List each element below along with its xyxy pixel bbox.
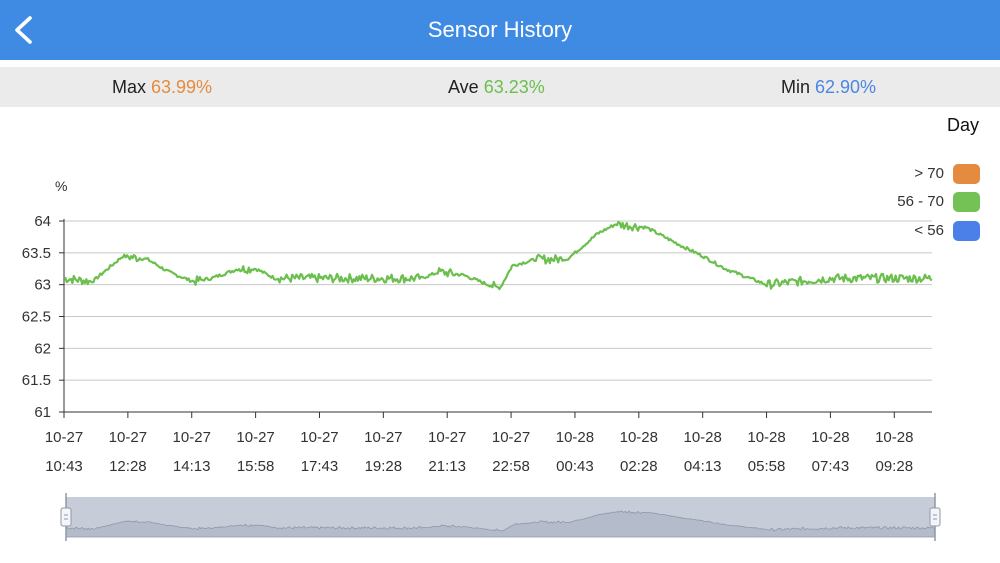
min-stat: Min 62.90%	[781, 67, 876, 107]
y-tick-label: 61.5	[22, 372, 51, 389]
legend-swatch-high	[953, 164, 980, 184]
x-tick-date: 10-27	[45, 429, 83, 446]
y-tick-label: 61	[34, 404, 51, 421]
x-tick-date: 10-28	[556, 429, 594, 446]
range-navigator[interactable]	[60, 493, 941, 541]
max-value: 63.99%	[151, 77, 213, 97]
header-bar: Sensor History	[0, 0, 1000, 60]
back-button[interactable]	[6, 8, 46, 52]
drag-handle-icon	[60, 507, 72, 527]
max-stat: Max 63.99%	[112, 67, 212, 107]
average-value: 63.23%	[483, 77, 545, 97]
chevron-left-icon	[15, 16, 32, 44]
x-tick-time: 12:28	[109, 458, 147, 475]
x-tick-time: 22:58	[492, 458, 530, 475]
x-tick-date: 10-27	[173, 429, 211, 446]
legend-label-high: > 70	[914, 165, 944, 182]
x-tick-date: 10-28	[683, 429, 721, 446]
x-tick-time: 21:13	[428, 458, 466, 475]
x-tick-time: 19:28	[365, 458, 403, 475]
x-tick-date: 10-27	[428, 429, 466, 446]
stats-bar: Max 63.99% Ave 63.23% Min 62.90%	[0, 67, 1000, 107]
time-range-selector[interactable]: Day	[946, 115, 979, 135]
x-tick-time: 14:13	[173, 458, 211, 475]
x-tick-date: 10-28	[811, 429, 849, 446]
navigator-series	[65, 510, 936, 538]
series-line	[63, 220, 933, 291]
x-tick-time: 00:43	[556, 458, 594, 475]
x-tick-date: 10-27	[300, 429, 338, 446]
chart-axes: 64 63.5 63 62.5 62 61.5 61 10-27 10:43 10-27 12:28…	[22, 213, 932, 475]
chart-grid	[64, 220, 932, 413]
navigator-left-handle[interactable]	[60, 507, 72, 527]
x-tick-date: 10-27	[364, 429, 402, 446]
legend-swatch-low	[953, 221, 980, 241]
y-tick-label: 62.5	[22, 309, 51, 326]
y-tick-label: 63.5	[22, 245, 51, 262]
x-tick-time: 17:43	[301, 458, 339, 475]
x-tick-time: 07:43	[812, 458, 850, 475]
legend-swatch-normal	[953, 192, 980, 212]
x-tick-time: 04:13	[684, 458, 722, 475]
x-tick-date: 10-28	[875, 429, 913, 446]
drag-handle-icon	[929, 507, 941, 527]
x-tick-date: 10-28	[747, 429, 785, 446]
navigator-right-handle[interactable]	[929, 507, 941, 527]
x-tick-time: 05:58	[748, 458, 786, 475]
max-label: Max	[112, 77, 147, 97]
legend-label-normal: 56 - 70	[897, 193, 944, 210]
min-value: 62.90%	[815, 77, 877, 97]
min-label: Min	[781, 77, 811, 97]
x-tick-date: 10-27	[236, 429, 274, 446]
y-tick-label: 64	[34, 213, 51, 230]
x-tick-time: 09:28	[876, 458, 914, 475]
chart-plot	[63, 220, 933, 291]
x-tick-date: 10-27	[109, 429, 147, 446]
x-tick-time: 15:58	[237, 458, 275, 475]
y-axis-unit: %	[55, 178, 68, 194]
x-tick-time: 10:43	[45, 458, 83, 475]
average-label: Ave	[448, 77, 479, 97]
x-tick-time: 02:28	[620, 458, 658, 475]
y-tick-label: 62	[34, 340, 51, 357]
x-tick-date: 10-28	[620, 429, 658, 446]
legend-label-low: < 56	[914, 222, 944, 239]
y-tick-label: 63	[34, 277, 51, 294]
average-stat: Ave 63.23%	[448, 67, 545, 107]
page-title: Sensor History	[427, 17, 573, 42]
x-tick-date: 10-27	[492, 429, 530, 446]
